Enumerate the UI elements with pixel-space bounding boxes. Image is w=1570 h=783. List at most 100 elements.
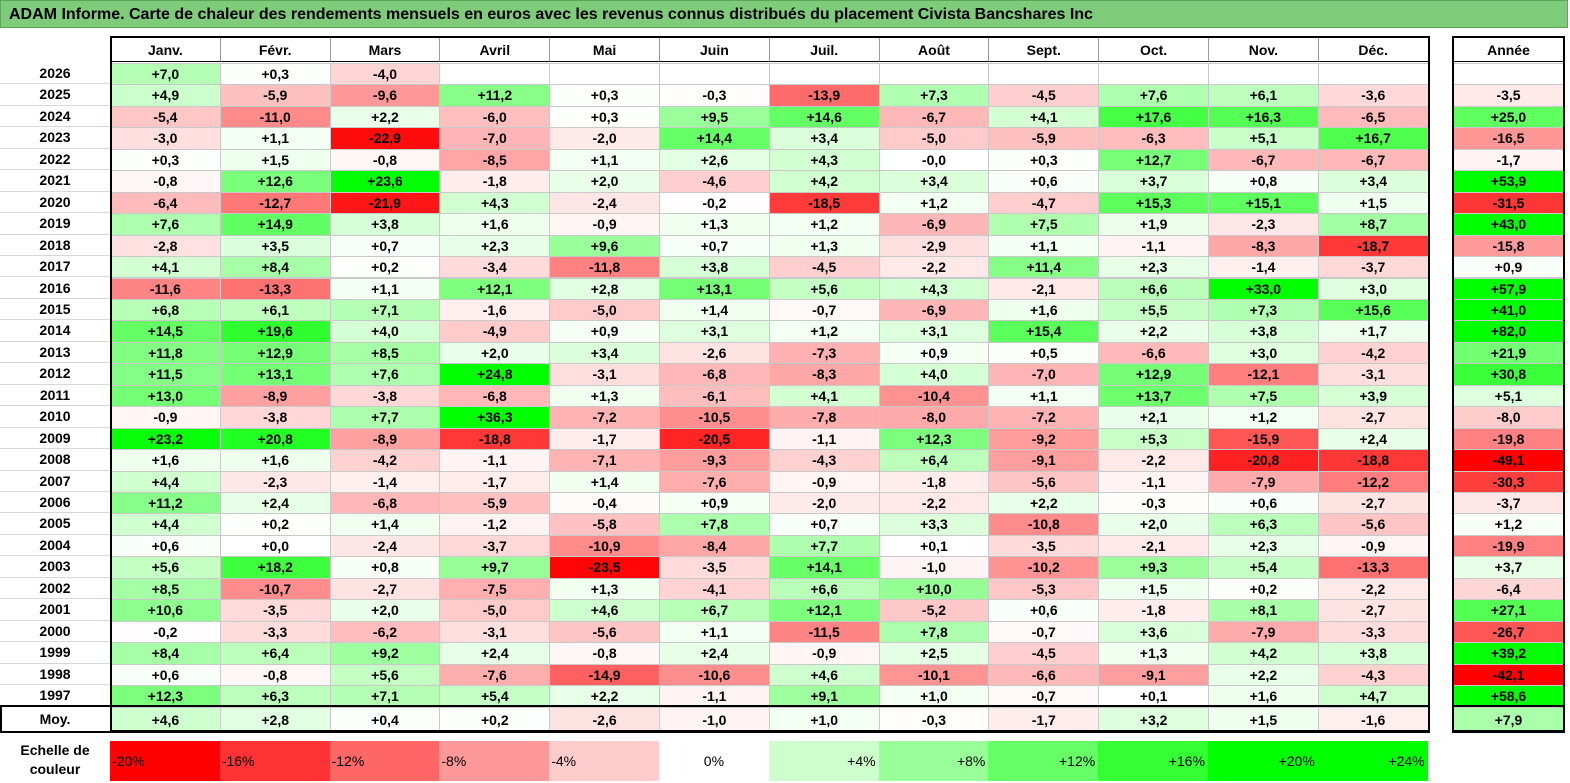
heatmap-cell: +3,5 [219,234,331,258]
heatmap-cell: -6,5 [1317,105,1429,129]
heatmap-cell [1098,63,1209,86]
heatmap-cell [1317,63,1429,86]
heatmap-cell: -3,1 [549,363,660,386]
heatmap-cell: +5,6 [110,556,221,579]
heatmap-cell: +1,3 [659,213,770,236]
month-header: Nov. [1208,37,1319,62]
heatmap-cell: -2,2 [878,492,990,515]
heatmap-cell: -9,1 [1098,663,1209,687]
annual-cell: -6,4 [1452,577,1565,601]
heatmap-cell: -4,3 [1317,663,1429,687]
heatmap-cell: +4,2 [1208,642,1319,665]
heatmap-cell: -2,4 [549,191,660,215]
annual-cell: +41,0 [1452,298,1565,322]
heatmap-cell: -8,9 [219,384,331,408]
heatmap-cell: -3,7 [439,534,551,558]
heatmap-cell: -4,0 [329,63,441,86]
heatmap-cell: +7,0 [110,63,221,86]
heatmap-cell: +8,4 [110,642,221,665]
heatmap-cell: +0,7 [768,513,880,536]
heatmap-cell: +6,3 [1208,513,1319,536]
heatmap-cell: -7,9 [1208,620,1319,644]
heatmap-cell [1208,63,1319,86]
heatmap-cell: +19,6 [219,320,331,343]
heatmap-cell: +6,7 [659,599,770,622]
heatmap-cell: -7,8 [768,406,880,429]
heatmap-cell: -0,9 [768,642,880,665]
average-cell: -1,7 [988,707,1100,731]
heatmap-cell: -18,7 [1317,234,1429,258]
heatmap-cell: -0,8 [219,663,331,687]
heatmap-cell: +1,3 [549,384,660,408]
heatmap-cell: +1,6 [439,213,551,236]
heatmap-cell: +3,8 [659,256,770,279]
heatmap-cell: -5,4 [110,105,221,129]
heatmap-cell: +0,6 [988,599,1100,622]
annual-cell: -3,5 [1452,84,1565,107]
year-label: 2012 [0,363,110,385]
heatmap-cell: +12,1 [439,277,551,300]
heatmap-cell: -6,2 [329,620,441,644]
heatmap-cell: -4,3 [768,449,880,472]
heatmap-cell: -8,3 [1208,234,1319,258]
heatmap-cell: +14,9 [219,213,331,236]
year-label: 1998 [0,664,110,686]
heatmap-cell: -3,3 [219,620,331,644]
heatmap-cell: +3,8 [1317,642,1429,665]
year-label: 2005 [0,513,110,535]
heatmap-cell: +5,1 [1208,127,1319,150]
heatmap-cell: -8,5 [439,148,551,172]
heatmap-cell: +1,1 [549,148,660,172]
heatmap-cell: +7,6 [329,363,441,386]
heatmap-cell: -3,1 [1317,363,1429,386]
heatmap-cell: -11,8 [549,256,660,279]
heatmap-cell: +11,5 [110,363,221,386]
heatmap-cell: -3,7 [1317,256,1429,279]
year-label: 2000 [0,621,110,643]
heatmap-cell: +9,1 [768,685,880,708]
heatmap-cell: +3,0 [1208,341,1319,365]
heatmap-cell: +2,0 [329,599,441,622]
heatmap-cell: -1,7 [439,470,551,493]
heatmap-cell: -5,6 [549,620,660,644]
year-label: 2021 [0,170,110,192]
heatmap-cell: -11,5 [768,620,880,644]
average-cell: -1,0 [659,707,770,731]
heatmap-cell: +6,3 [219,685,331,708]
annual-cell: +58,6 [1452,685,1565,708]
heatmap-cell: -0,0 [878,148,990,172]
heatmap-cell: +1,7 [1317,320,1429,343]
heatmap-cell: -2,7 [1317,406,1429,429]
year-label: 2011 [0,385,110,407]
heatmap-cell: -6,9 [878,298,990,322]
color-scale-swatch: +12% [988,741,1100,781]
heatmap-cell: +2,2 [1098,320,1209,343]
heatmap-cell: -10,4 [878,384,990,408]
heatmap-cell: -15,9 [1208,427,1319,451]
heatmap-cell: -5,9 [988,127,1100,150]
heatmap-cell: +11,2 [439,84,551,107]
heatmap-cell: +0,3 [549,105,660,129]
year-label: 2007 [0,471,110,492]
heatmap-cell: -6,7 [878,105,990,129]
year-label: 2003 [0,556,110,578]
heatmap-cell: -4,2 [1317,341,1429,365]
heatmap-cell: +4,0 [329,320,441,343]
heatmap-cell: +0,9 [659,492,770,515]
heatmap-cell: -18,8 [439,427,551,451]
heatmap-cell: +7,8 [659,513,770,536]
annual-cell: -30,3 [1452,470,1565,493]
heatmap-cell: +7,1 [329,298,441,322]
heatmap-cell: +15,4 [988,320,1100,343]
heatmap-cell: -6,8 [439,384,551,408]
heatmap-cell: -2,7 [1317,492,1429,515]
heatmap-cell: +17,6 [1098,105,1209,129]
heatmap-cell: +15,6 [1317,298,1429,322]
heatmap-cell: -5,9 [439,492,551,515]
heatmap-cell: -7,6 [439,663,551,687]
heatmap-cell: -9,2 [988,427,1100,451]
heatmap-cell: -4,5 [988,84,1100,107]
heatmap-cell: +20,8 [219,427,331,451]
heatmap-cell: +2,2 [549,685,660,708]
heatmap-cell: -0,9 [1317,534,1429,558]
